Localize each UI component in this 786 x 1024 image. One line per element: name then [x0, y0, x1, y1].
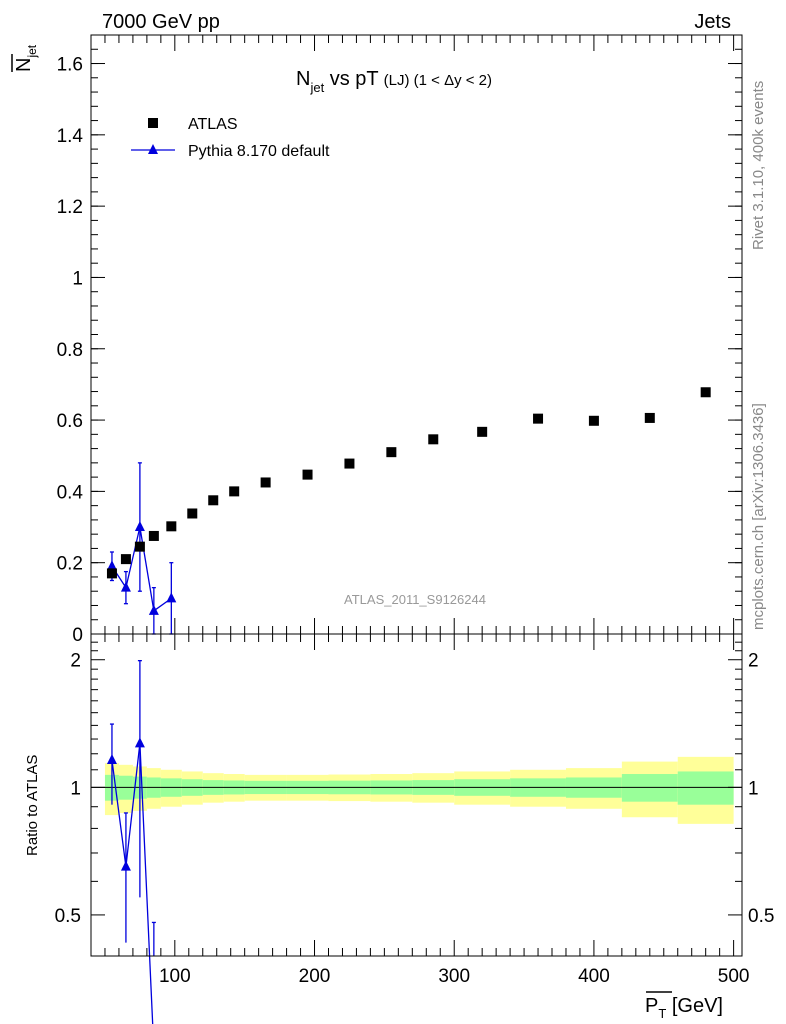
- atlas-point: [644, 412, 655, 423]
- atlas-point: [120, 554, 131, 565]
- atlas-point: [588, 415, 599, 426]
- ytick-label: 1.2: [57, 197, 83, 218]
- pythia-point: [120, 581, 131, 592]
- ytick-label: 0.2: [57, 554, 83, 575]
- header-left: 7000 GeV pp: [102, 11, 220, 33]
- atlas-point: [477, 426, 488, 437]
- atlas-point: [302, 469, 313, 480]
- header-right: Jets: [694, 11, 731, 33]
- ratio-point: [134, 737, 145, 748]
- atlas-point: [700, 387, 711, 398]
- ratio-point: [106, 754, 117, 765]
- atlas-point: [148, 530, 159, 541]
- plot-title-rest: vs pT: [324, 68, 378, 90]
- ratio-ytick-label-right: 2: [748, 651, 759, 672]
- legend-pythia-marker: [148, 144, 158, 154]
- xtick-label: 200: [299, 966, 331, 987]
- svg-text:PT [GeV]: PT [GeV]: [645, 995, 723, 1021]
- uncertainty-band-inner: [621, 774, 678, 802]
- xlabel: PT [GeV]: [645, 991, 723, 1021]
- atlas-point: [533, 413, 544, 424]
- ytick-label: 0.8: [57, 340, 83, 361]
- legend-atlas-marker: [148, 118, 158, 128]
- xtick-label: 400: [578, 966, 610, 987]
- ytick-label: 0.4: [57, 482, 84, 503]
- uncertainty-band-inner: [677, 771, 734, 805]
- xtick-label: 300: [438, 966, 470, 987]
- plot-title: Njet vs pT (LJ) (1 < Δy < 2): [296, 68, 492, 95]
- atlas-point: [134, 541, 145, 552]
- ylabel: Njet: [13, 44, 39, 72]
- ratio-ytick-label: 0.5: [55, 906, 81, 927]
- pythia-line: [111, 526, 172, 612]
- plot-title-small: (LJ) (1 < Δy < 2): [384, 72, 492, 89]
- atlas-point: [187, 508, 198, 519]
- atlas-point: [166, 521, 177, 532]
- ratio-line: [111, 743, 154, 1024]
- watermark: ATLAS_2011_S9126244: [344, 592, 486, 607]
- plot-title-sub: jet: [309, 80, 324, 95]
- ytick-label: 1: [72, 268, 83, 289]
- ytick-label: 1.4: [57, 126, 84, 147]
- atlas-point: [386, 447, 397, 458]
- atlas-point: [229, 486, 240, 497]
- ratio-ytick-label: 2: [70, 651, 81, 672]
- xtick-label: 500: [718, 966, 750, 987]
- pythia-point: [166, 592, 177, 603]
- atlas-point: [428, 434, 439, 445]
- ratio-ytick-label: 1: [70, 778, 81, 799]
- ylabel-main: N: [13, 58, 35, 72]
- pythia-point: [134, 521, 145, 532]
- mcplots-label: mcplots.cern.ch [arXiv:1306.3436]: [750, 403, 767, 630]
- xlabel-sub: T: [658, 1006, 666, 1021]
- ratio-ytick-label-right: 1: [748, 778, 759, 799]
- ratio-point: [120, 860, 131, 871]
- pythia-point: [148, 604, 159, 615]
- atlas-point: [260, 477, 271, 488]
- ratio-panel: 0.5 0.5 1 1 2 2 100 200 300 400 500 Ratio to ATLAS…: [24, 633, 774, 1024]
- xtick-label: 100: [159, 966, 191, 987]
- atlas-point: [344, 458, 355, 469]
- ratio-ylabel: Ratio to ATLAS: [24, 755, 41, 856]
- rivet-label: Rivet 3.1.10, 400k events: [750, 81, 767, 250]
- legend: ATLAS Pythia 8.170 default: [131, 116, 330, 160]
- legend-pythia-label: Pythia 8.170 default: [188, 143, 330, 160]
- ytick-label: 1.6: [57, 55, 83, 76]
- ytick-label: 0: [72, 625, 83, 646]
- legend-atlas-label: ATLAS: [188, 116, 238, 133]
- plot-title-main: N: [296, 68, 310, 90]
- atlas-point: [208, 495, 219, 506]
- xlabel-unit: [GeV]: [666, 995, 723, 1017]
- atlas-point: [106, 568, 117, 579]
- ytick-label: 0.6: [57, 411, 83, 432]
- xlabel-main: P: [645, 995, 658, 1017]
- ylabel-sub: jet: [25, 44, 39, 58]
- ratio-panel-frame: [90, 633, 743, 957]
- main-panel: 0 0.2 0.4 0.6 0.8 1 1.2 1.4 1.6 ATLAS_2011_S9126…: [11, 34, 743, 646]
- pythia-point: [106, 560, 117, 571]
- ratio-ytick-label-right: 0.5: [748, 906, 774, 927]
